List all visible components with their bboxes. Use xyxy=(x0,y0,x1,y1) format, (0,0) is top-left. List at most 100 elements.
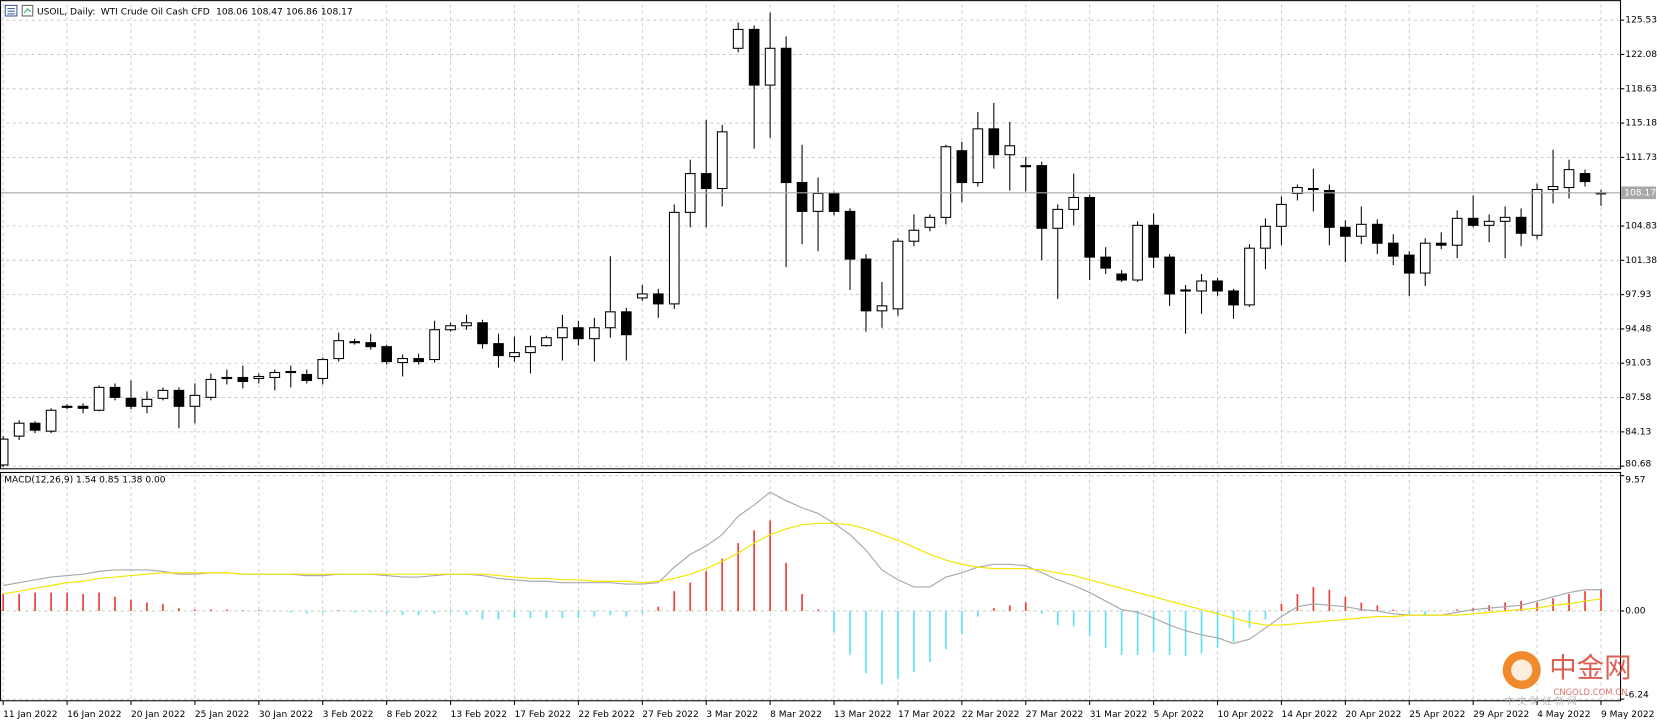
y-tick-label: 94.48 xyxy=(1625,324,1651,334)
candle-body xyxy=(1116,273,1127,281)
x-tick-label: 27 Mar 2022 xyxy=(1026,710,1084,720)
y-tick-label: 0.00 xyxy=(1625,606,1645,616)
candle-body xyxy=(748,28,760,86)
macd-title: MACD(12,26,9) 1.54 0.85 1.38 0.00 xyxy=(4,475,166,485)
candle-body xyxy=(956,150,968,184)
header-item: WTI Crude Oil Cash CFD xyxy=(101,7,210,17)
candle-body xyxy=(844,210,856,260)
candle-body xyxy=(429,329,440,361)
candle-body xyxy=(109,386,121,398)
candle-body xyxy=(892,240,904,310)
candle-body xyxy=(1196,280,1207,292)
candle-body xyxy=(397,358,408,364)
candle-body xyxy=(1004,145,1016,156)
candle-body xyxy=(1355,223,1367,237)
y-tick-label: 125.53 xyxy=(1625,16,1657,26)
candle-body xyxy=(972,128,984,184)
chart-header: USOIL, Daily: WTI Crude Oil Cash CFD 108.0… xyxy=(37,7,353,17)
candle-body xyxy=(620,311,632,336)
y-tick-label: -6.24 xyxy=(1625,690,1649,700)
candle-body xyxy=(1228,290,1239,306)
candle-body xyxy=(1212,280,1223,292)
candle-body xyxy=(509,352,520,358)
candle-body xyxy=(349,341,361,344)
x-tick-label: 16 Jan 2022 xyxy=(67,710,121,720)
candle-body xyxy=(1547,186,1559,191)
candle-body xyxy=(493,343,504,357)
candle-body xyxy=(1563,169,1575,189)
x-tick-label: 14 Apr 2022 xyxy=(1281,710,1337,720)
header-item: 106.86 xyxy=(286,7,318,17)
candle-body xyxy=(189,394,201,407)
candle-body xyxy=(541,337,552,347)
header-item: 108.06 xyxy=(216,7,248,17)
x-tick-label: 13 Mar 2022 xyxy=(834,710,892,720)
candle-body xyxy=(652,293,664,305)
x-tick-label: 17 Feb 2022 xyxy=(514,710,571,720)
candle-body xyxy=(381,346,392,363)
price-panel-frame xyxy=(0,0,1622,470)
candle-body xyxy=(557,327,568,339)
grid-layer xyxy=(0,4,1621,700)
candle-body xyxy=(61,405,73,408)
candle-body xyxy=(828,192,840,212)
candle-body xyxy=(1483,220,1495,226)
candle-body xyxy=(860,258,872,312)
candle-body xyxy=(1100,256,1111,269)
candle-body xyxy=(93,386,105,411)
candle-body xyxy=(589,327,600,340)
candle-body xyxy=(1371,223,1383,244)
candle-body xyxy=(1084,196,1096,258)
candle-body xyxy=(1180,289,1191,292)
candle-body xyxy=(221,376,233,380)
x-tick-label: 9 May 2022 xyxy=(1601,710,1654,720)
macd-line xyxy=(3,522,1602,626)
candle-body xyxy=(1068,196,1080,210)
candle-body xyxy=(317,359,329,379)
candle-body xyxy=(876,305,888,312)
candle-body xyxy=(732,28,744,49)
x-tick-label: 31 Mar 2022 xyxy=(1090,710,1148,720)
candle-body xyxy=(1340,226,1351,237)
watermark-site: CNGOLD.COM.CN xyxy=(1553,687,1627,697)
candle-body xyxy=(1148,224,1159,258)
candle-body xyxy=(1020,165,1032,168)
x-tick-label: 3 Mar 2022 xyxy=(706,710,758,720)
candle-body xyxy=(924,216,936,228)
y-tick-label: 118.63 xyxy=(1625,84,1657,94)
x-tick-label: 20 Jan 2022 xyxy=(131,710,185,720)
candle-body xyxy=(1579,173,1591,183)
candle-body xyxy=(1531,188,1543,236)
y-tick-label: 104.83 xyxy=(1625,222,1657,232)
x-tick-label: 10 Apr 2022 xyxy=(1218,710,1274,720)
x-tick-label: 4 May 2022 xyxy=(1537,710,1590,720)
candle-body xyxy=(1387,242,1399,257)
y-tick-label: 87.58 xyxy=(1625,393,1651,403)
candle-body xyxy=(1052,208,1064,229)
candle-body xyxy=(253,375,265,379)
x-tick-label: 5 Apr 2022 xyxy=(1154,710,1204,720)
candle-body xyxy=(333,340,345,360)
candle-body xyxy=(29,422,41,431)
candle-body xyxy=(1132,224,1143,281)
y-tick-label: 111.73 xyxy=(1625,153,1657,163)
last-price-label: 108.17 xyxy=(1624,188,1656,198)
candle-body xyxy=(1403,254,1415,274)
candle-body xyxy=(13,422,25,437)
candle-body xyxy=(796,182,808,212)
candle-body xyxy=(1164,256,1175,295)
candle-body xyxy=(237,376,249,382)
candle-body xyxy=(668,211,680,305)
x-tick-label: 8 Feb 2022 xyxy=(387,710,438,720)
candle-body xyxy=(1036,165,1048,229)
candle-body xyxy=(445,325,456,331)
x-tick-label: 27 Feb 2022 xyxy=(642,710,699,720)
candle-body xyxy=(1451,217,1463,246)
candle-body xyxy=(461,322,472,327)
candle-body xyxy=(988,128,1000,156)
candle-body xyxy=(141,398,153,407)
candle-body xyxy=(1435,242,1447,246)
